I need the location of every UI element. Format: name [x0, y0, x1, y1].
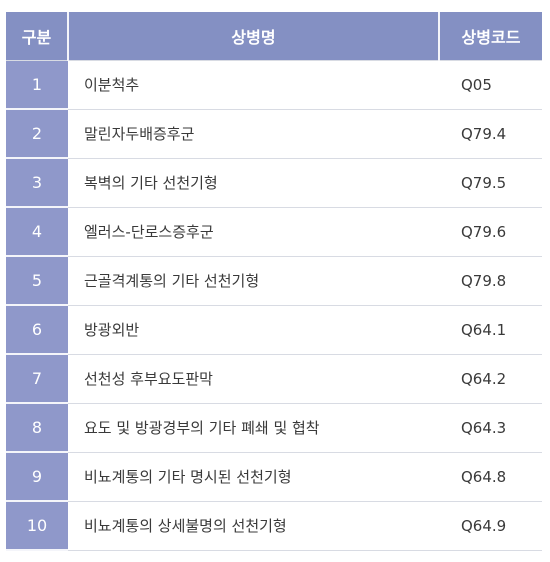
row-number: 8 [6, 403, 68, 453]
row-number: 9 [6, 452, 68, 502]
table-row: 7 선천성 후부요도판막 Q64.2 [6, 354, 542, 404]
row-number: 1 [6, 60, 68, 110]
row-number: 4 [6, 207, 68, 257]
row-disease-name: 엘러스-단로스증후군 [68, 207, 439, 257]
table-header: 구분 상병명 상병코드 [6, 12, 542, 61]
header-number: 구분 [6, 12, 69, 61]
table-row: 5 근골격계통의 기타 선천기형 Q79.8 [6, 256, 542, 306]
table-row: 9 비뇨계통의 기타 명시된 선천기형 Q64.8 [6, 452, 542, 502]
row-disease-name: 비뇨계통의 상세불명의 선천기형 [68, 501, 439, 551]
row-disease-code: Q05 [439, 60, 542, 110]
row-number: 3 [6, 158, 68, 208]
header-name: 상병명 [68, 12, 440, 61]
row-number: 6 [6, 305, 68, 355]
row-disease-code: Q79.6 [439, 207, 542, 257]
header-code: 상병코드 [439, 12, 542, 61]
row-number: 10 [6, 501, 68, 551]
row-disease-name: 방광외반 [68, 305, 439, 355]
table-row: 8 요도 및 방광경부의 기타 폐쇄 및 협착 Q64.3 [6, 403, 542, 453]
row-disease-code: Q64.8 [439, 452, 542, 502]
row-disease-code: Q79.5 [439, 158, 542, 208]
row-disease-name: 요도 및 방광경부의 기타 폐쇄 및 협착 [68, 403, 439, 453]
row-number: 5 [6, 256, 68, 306]
table-row: 10 비뇨계통의 상세불명의 선천기형 Q64.9 [6, 501, 542, 551]
header-row: 구분 상병명 상병코드 [6, 12, 542, 61]
table-row: 3 복벽의 기타 선천기형 Q79.5 [6, 158, 542, 208]
table-body: 1 이분척추 Q05 2 말린자두배증후군 Q79.4 3 복벽의 기타 선천기… [6, 60, 542, 551]
row-disease-code: Q64.1 [439, 305, 542, 355]
table-row: 1 이분척추 Q05 [6, 60, 542, 110]
row-disease-name: 말린자두배증후군 [68, 109, 439, 159]
row-disease-name: 복벽의 기타 선천기형 [68, 158, 439, 208]
row-disease-name: 이분척추 [68, 60, 439, 110]
row-disease-code: Q64.2 [439, 354, 542, 404]
row-disease-code: Q64.3 [439, 403, 542, 453]
table-row: 6 방광외반 Q64.1 [6, 305, 542, 355]
table-row: 4 엘러스-단로스증후군 Q79.6 [6, 207, 542, 257]
table-row: 2 말린자두배증후군 Q79.4 [6, 109, 542, 159]
row-number: 7 [6, 354, 68, 404]
row-disease-name: 비뇨계통의 기타 명시된 선천기형 [68, 452, 439, 502]
row-disease-code: Q79.4 [439, 109, 542, 159]
row-disease-name: 근골격계통의 기타 선천기형 [68, 256, 439, 306]
row-disease-name: 선천성 후부요도판막 [68, 354, 439, 404]
disease-code-table: 구분 상병명 상병코드 1 이분척추 Q05 2 말린자두배증후군 Q79.4 … [6, 12, 542, 551]
row-number: 2 [6, 109, 68, 159]
row-disease-code: Q79.8 [439, 256, 542, 306]
row-disease-code: Q64.9 [439, 501, 542, 551]
